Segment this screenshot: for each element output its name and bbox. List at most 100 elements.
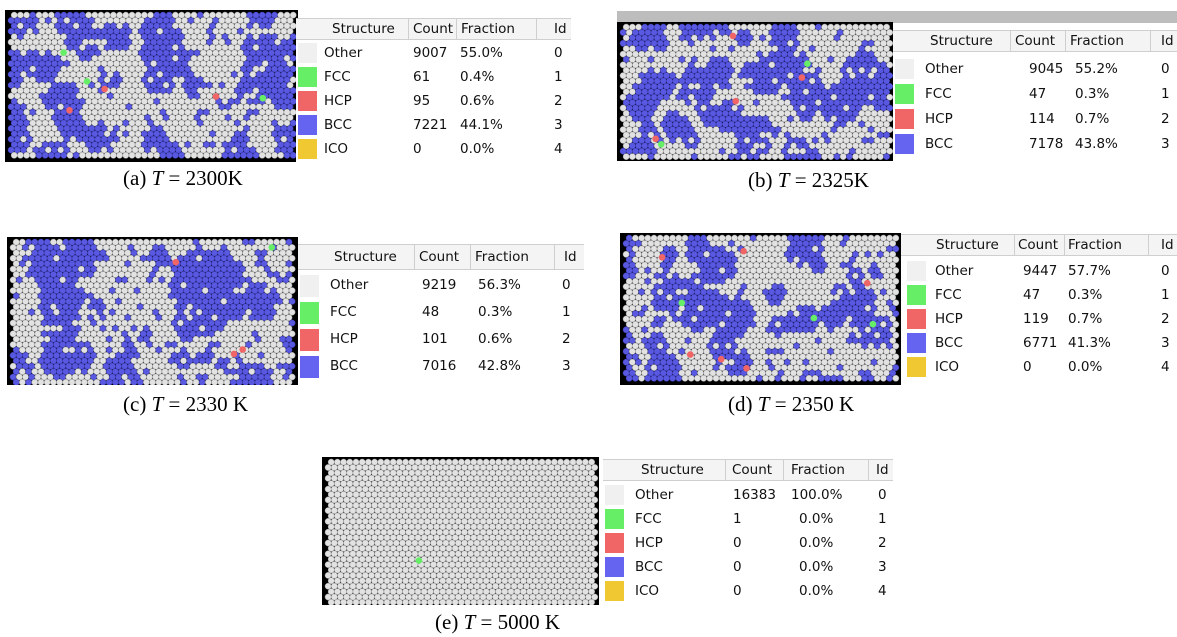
caption-equals: = xyxy=(774,392,787,416)
count: 9007 xyxy=(413,45,448,61)
swatch-fcc xyxy=(298,67,317,87)
fraction: 56.3% xyxy=(478,277,521,293)
table-row: Other 9045 55.2% 0 xyxy=(893,58,1177,80)
caption-label: (a) xyxy=(123,166,147,190)
structure-name: Other xyxy=(330,277,369,293)
id: 4 xyxy=(878,583,887,599)
table-row: ICO 0 0.0% 4 xyxy=(603,580,893,602)
swatch-bcc xyxy=(907,333,926,353)
count: 95 xyxy=(413,93,431,109)
caption-equals: = xyxy=(168,392,181,416)
swatch-other xyxy=(605,485,624,505)
count: 101 xyxy=(422,331,448,347)
fraction: 0.7% xyxy=(1068,311,1103,327)
atom-snapshot-c xyxy=(7,237,298,385)
atom-canvas-b xyxy=(619,23,893,160)
fraction: 0.0% xyxy=(799,559,834,575)
id: 3 xyxy=(878,559,887,575)
id: 3 xyxy=(554,117,563,133)
count: 1 xyxy=(733,511,742,527)
atom-canvas-c xyxy=(9,238,296,385)
structure-table-b: Structure Count Fraction Id Other 9045 5… xyxy=(893,30,1177,162)
table-row: BCC 7178 43.8% 3 xyxy=(893,133,1177,155)
structure-name: FCC xyxy=(925,86,952,102)
caption-value: 2300K xyxy=(185,166,243,190)
count: 16383 xyxy=(733,487,776,503)
structure-name: BCC xyxy=(330,358,358,374)
structure-name: ICO xyxy=(635,583,660,599)
swatch-ico xyxy=(298,139,317,159)
caption-label: (d) xyxy=(728,392,753,416)
structure-name: Other xyxy=(635,487,674,503)
fraction: 55.0% xyxy=(460,45,503,61)
structure-name: Other xyxy=(925,61,964,77)
table-row: Other 9219 56.3% 0 xyxy=(298,274,584,297)
col-count: Count xyxy=(419,249,460,265)
caption-variable: T xyxy=(151,392,164,416)
fraction: 42.8% xyxy=(478,358,521,374)
col-fraction: Fraction xyxy=(1068,237,1122,253)
swatch-other xyxy=(907,261,926,281)
fraction: 55.2% xyxy=(1075,61,1118,77)
id: 0 xyxy=(562,277,571,293)
atom-canvas-e xyxy=(324,458,599,605)
count: 7221 xyxy=(413,117,448,133)
fraction: 0.3% xyxy=(1068,287,1103,303)
swatch-fcc xyxy=(895,84,914,104)
table-row: BCC 7221 44.1% 3 xyxy=(296,114,571,136)
table-header: Structure Count Fraction Id xyxy=(603,459,893,481)
swatch-other xyxy=(895,59,914,79)
swatch-bcc xyxy=(298,115,317,135)
col-fraction: Fraction xyxy=(461,21,515,37)
id: 2 xyxy=(878,535,887,551)
col-id: Id xyxy=(554,21,567,37)
fraction: 0.0% xyxy=(460,141,495,157)
col-fraction: Fraction xyxy=(475,249,529,265)
structure-name: HCP xyxy=(635,535,663,551)
caption-equals: = xyxy=(168,166,181,190)
fraction: 100.0% xyxy=(791,487,843,503)
col-structure: Structure xyxy=(332,21,395,37)
fraction: 0.6% xyxy=(478,331,513,347)
count: 7016 xyxy=(422,358,457,374)
col-id: Id xyxy=(876,462,889,478)
id: 4 xyxy=(554,141,563,157)
table-row: BCC 6771 41.3% 3 xyxy=(901,332,1177,354)
fraction: 57.7% xyxy=(1068,263,1111,279)
table-row: FCC 47 0.3% 1 xyxy=(901,284,1177,306)
atom-canvas-a xyxy=(7,11,297,159)
structure-table-a: Structure Count Fraction Id Other 9007 5… xyxy=(296,18,571,164)
col-count: Count xyxy=(732,462,773,478)
count: 0 xyxy=(733,583,742,599)
caption-label: (c) xyxy=(123,392,147,416)
structure-name: HCP xyxy=(330,331,358,347)
table-row: FCC 1 0.0% 1 xyxy=(603,508,893,530)
fraction: 0.0% xyxy=(799,535,834,551)
col-structure: Structure xyxy=(930,33,993,49)
atom-snapshot-e xyxy=(322,457,599,605)
caption-d: (d) T = 2350 K xyxy=(728,392,854,417)
fraction: 0.6% xyxy=(460,93,495,109)
id: 1 xyxy=(1161,287,1170,303)
fraction: 44.1% xyxy=(460,117,503,133)
caption-c: (c) T = 2330 K xyxy=(123,392,248,417)
fraction: 41.3% xyxy=(1068,335,1111,351)
swatch-ico xyxy=(605,581,624,601)
col-fraction: Fraction xyxy=(791,462,845,478)
swatch-fcc xyxy=(907,285,926,305)
swatch-hcp xyxy=(298,91,317,111)
structure-name: HCP xyxy=(324,93,352,109)
caption-equals: = xyxy=(794,168,807,192)
count: 9219 xyxy=(422,277,457,293)
swatch-bcc xyxy=(605,557,624,577)
id: 2 xyxy=(554,93,563,109)
swatch-other xyxy=(300,275,319,297)
fraction: 0.0% xyxy=(799,511,834,527)
caption-label: (b) xyxy=(748,168,773,192)
atom-snapshot-a xyxy=(5,10,298,162)
caption-variable: T xyxy=(463,610,476,634)
id: 1 xyxy=(562,304,571,320)
caption-variable: T xyxy=(151,166,164,190)
id: 0 xyxy=(1161,263,1170,279)
fraction: 0.3% xyxy=(1075,86,1110,102)
